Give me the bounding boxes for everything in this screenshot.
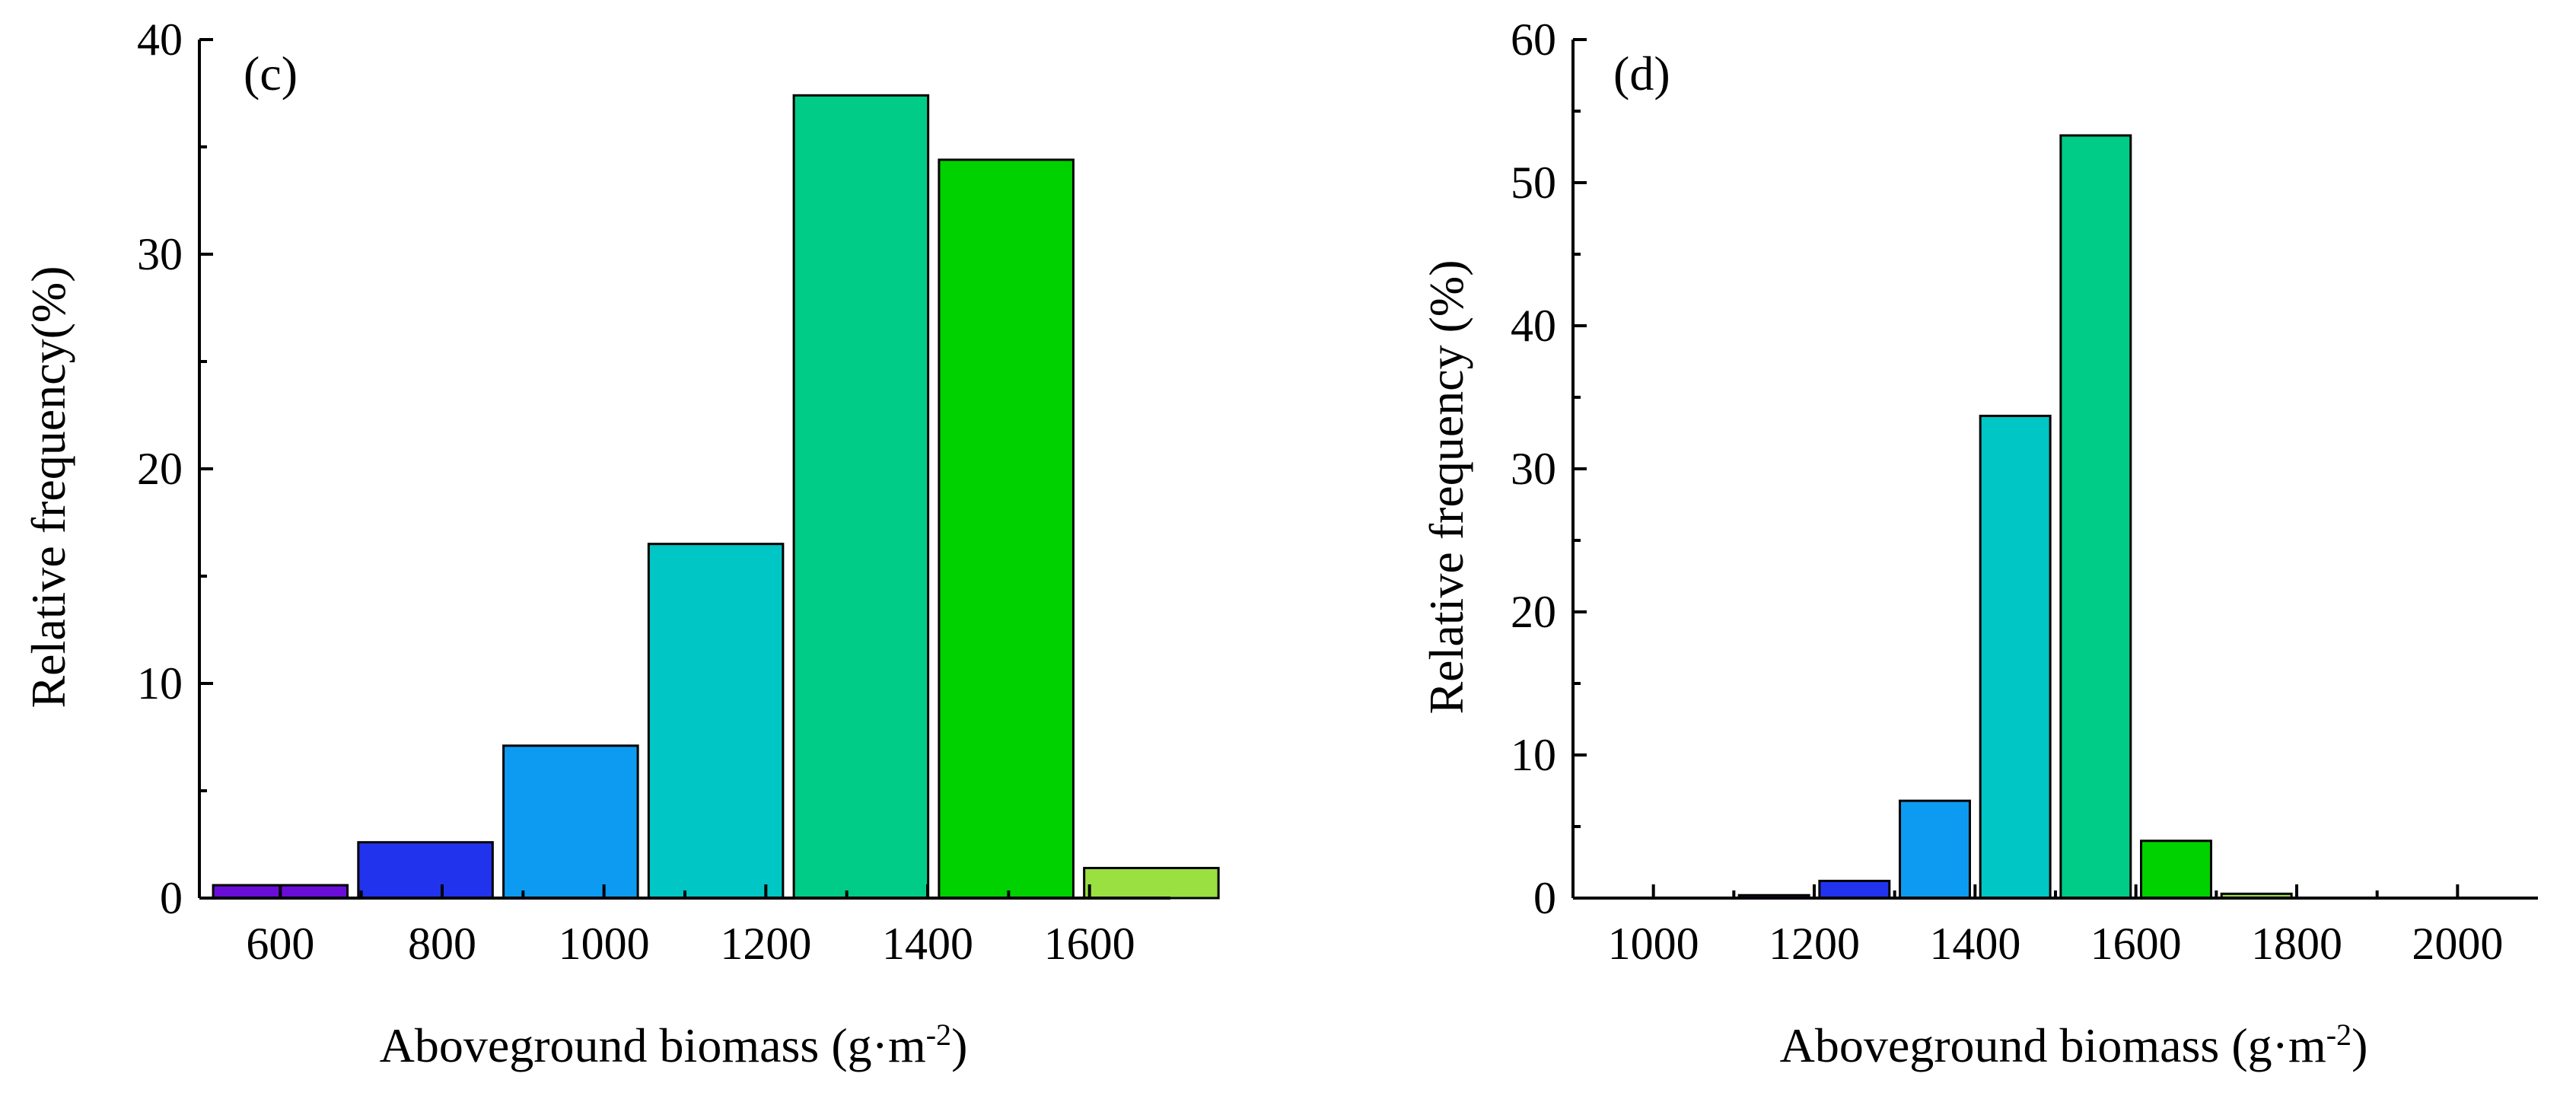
panel-d-bar: [1979, 414, 2052, 900]
panel-d-x-tick-label: 1400: [1929, 919, 2020, 969]
panel-c-bar: [357, 841, 494, 900]
panel-d-bar: [1899, 799, 1971, 900]
panel-c-y-tick-label: 40: [137, 14, 183, 65]
panel-c-bar: [647, 543, 785, 900]
panel-d-chart: 0 10 20 30 40 50 60 1000 1200 1400 1600 1800 2000 (…: [1419, 14, 2538, 1072]
panel-c-chart: 0 10 20 30 40 600 800 1000 1200 1400 1600 (c) Rel…: [21, 14, 1220, 1073]
panel-c-x-axis-label-close: ): [951, 1018, 967, 1072]
panel-c-bar: [502, 744, 639, 900]
panel-c-y-axis-label: Relative frequency(%): [21, 266, 75, 708]
panel-c-y-tick-label: 20: [137, 444, 183, 494]
panel-c-y-tick-label: 30: [137, 229, 183, 279]
panel-d-y-ticks: 0 10 20 30 40 50 60: [1511, 14, 1587, 923]
panel-c-x-tick-label: 800: [408, 919, 476, 969]
panel-d-y-tick-label: 50: [1511, 158, 1556, 208]
panel-d-bar: [2140, 839, 2212, 900]
panel-c-x-axis-label-main: Aboveground biomass (g·m: [380, 1018, 926, 1072]
panel-c-bar: [1083, 867, 1220, 900]
panel-d-bar: [1818, 879, 1891, 900]
panel-c-bar: [792, 94, 930, 900]
panel-c-y-tick-label: 10: [137, 658, 183, 709]
panel-d-x-axis-label-exponent: -2: [2326, 1018, 2352, 1052]
panel-d-y-tick-label: 60: [1511, 14, 1556, 65]
panel-d-axes: [1571, 40, 2538, 900]
panel-d-x-tick-label: 2000: [2412, 919, 2503, 969]
panel-d-y-tick-label: 0: [1533, 873, 1556, 923]
panel-c-x-tick-label: 1200: [720, 919, 811, 969]
panel-d-label: (d): [1613, 46, 1670, 100]
panel-d-bars: [1657, 134, 2293, 900]
panel-d-x-tick-label: 1600: [2090, 919, 2182, 969]
panel-c-x-ticks: 600 800 1000 1200 1400 1600: [246, 884, 1135, 969]
panel-d-y-tick-label: 10: [1511, 730, 1556, 780]
panel-d-y-tick-label: 20: [1511, 587, 1556, 637]
panel-d-x-axis-label-close: ): [2352, 1018, 2367, 1072]
panel-c-x-tick-label: 1000: [559, 919, 650, 969]
panel-c-label: (c): [244, 46, 298, 100]
panel-d-y-tick-label: 40: [1511, 301, 1556, 351]
panel-c-bars: [212, 94, 1220, 900]
panel-c-x-tick-label: 1600: [1044, 919, 1135, 969]
panel-d-x-ticks: 1000 1200 1400 1600 1800 2000: [1608, 884, 2503, 969]
panel-c-x-axis-label-exponent: -2: [926, 1018, 951, 1052]
panel-c-x-tick-label: 600: [246, 919, 314, 969]
panel-d-x-axis-label-main: Aboveground biomass (g·m: [1780, 1018, 2326, 1072]
panel-d-x-axis-label: Aboveground biomass (g·m-2): [1780, 1018, 2368, 1073]
panel-d-y-axis-label: Relative frequency (%): [1419, 260, 1473, 714]
panel-d-x-tick-label: 1000: [1608, 919, 1699, 969]
panel-d-bar: [2059, 134, 2132, 900]
panel-c-x-tick-label: 1400: [882, 919, 973, 969]
panel-d-x-tick-label: 1800: [2251, 919, 2342, 969]
panel-c-bar: [938, 158, 1075, 900]
panel-c-y-ticks: 0 10 20 30 40: [137, 14, 213, 923]
panel-d-x-tick-label: 1200: [1769, 919, 1860, 969]
panel-d-y-tick-label: 30: [1511, 444, 1556, 494]
panel-c-y-tick-label: 0: [160, 873, 183, 923]
panel-c-x-axis-label: Aboveground biomass (g·m-2): [380, 1018, 968, 1073]
